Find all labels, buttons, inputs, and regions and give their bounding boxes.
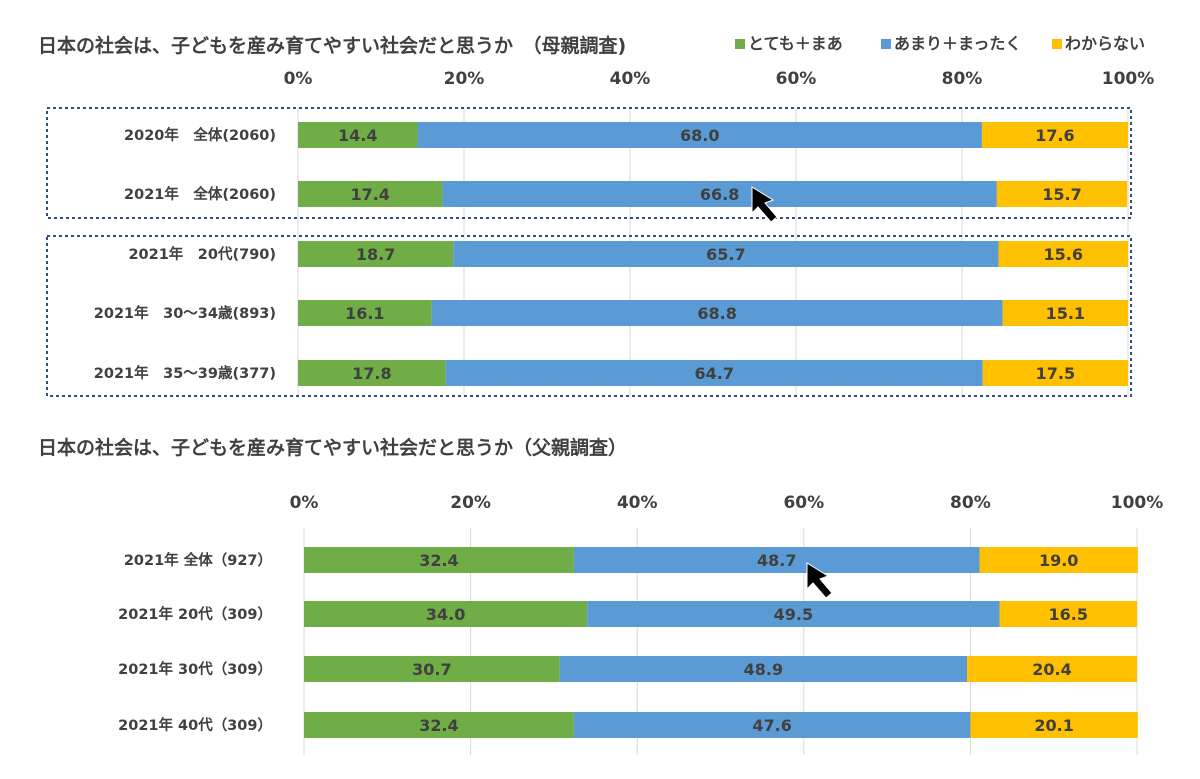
category-label: 2021年 全体(2060) (124, 185, 276, 203)
x-tick-label: 40% (617, 493, 658, 513)
data-label: 17.8 (352, 364, 391, 383)
data-label: 15.6 (1044, 245, 1083, 264)
data-label: 30.7 (412, 660, 451, 679)
category-labels: 2020年 全体(2060) 2021年 全体(2060) 2021年 20代(79… (94, 126, 276, 382)
data-label: 16.1 (345, 304, 384, 323)
bar-segment (298, 122, 418, 148)
category-label: 2021年 20代（309） (118, 605, 272, 623)
mouse-cursor-icon (806, 562, 833, 599)
x-axis-ticks: 0% 20% 40% 60% 80% 100% (290, 493, 1164, 513)
bar-segment (431, 300, 1003, 326)
bar-segment (982, 360, 1128, 386)
data-label: 20.4 (1032, 660, 1071, 679)
bar-segment (981, 122, 1128, 148)
category-label: 2021年 35～39歳(377) (94, 364, 276, 382)
data-label: 32.4 (419, 551, 458, 570)
bar-segment (979, 547, 1138, 573)
legend-swatch (881, 39, 891, 49)
bar-segment (573, 547, 980, 573)
data-label: 48.9 (744, 660, 783, 679)
bar-segment (298, 241, 454, 267)
data-label: 20.1 (1034, 716, 1073, 735)
bar-segment (445, 360, 983, 386)
legend-label: わからない (1065, 34, 1145, 53)
data-label: 18.7 (356, 245, 395, 264)
mouse-cursor-icon (751, 186, 778, 223)
data-label: 68.0 (680, 126, 719, 145)
data-label: 64.7 (695, 364, 734, 383)
x-tick-label: 100% (1111, 493, 1164, 513)
data-label: 16.5 (1049, 605, 1088, 624)
bar-segment (298, 300, 432, 326)
x-tick-label: 20% (450, 493, 491, 513)
x-axis-ticks: 0% 20% 40% 60% 80% 100% (284, 69, 1155, 89)
x-tick-label: 0% (290, 493, 319, 513)
data-label: 68.8 (697, 304, 736, 323)
legend-swatch (1052, 39, 1062, 49)
group-box-total (46, 107, 1132, 219)
bar-segment (304, 712, 574, 738)
x-tick-label: 20% (444, 69, 485, 89)
legend: とても＋まあ あまり＋まったく わからない (735, 34, 1145, 53)
legend-label: あまり＋まったく (894, 34, 1021, 53)
legend-label: とても＋まあ (748, 34, 843, 53)
x-tick-label: 40% (610, 69, 651, 89)
x-tick-label: 0% (284, 69, 313, 89)
data-label: 15.1 (1046, 304, 1085, 323)
bar-segment (304, 656, 560, 682)
data-label: 14.4 (338, 126, 377, 145)
group-box-age (46, 235, 1132, 397)
data-label: 17.4 (350, 185, 389, 204)
category-label: 2020年 全体(2060) (124, 126, 276, 144)
chart-title-mother: 日本の社会は、子どもを産み育てやすい社会だと思うか （母親調査) (38, 34, 626, 57)
data-label: 17.5 (1036, 364, 1075, 383)
bar-segment (304, 547, 574, 573)
data-label: 65.7 (706, 245, 745, 264)
data-label: 47.6 (752, 716, 791, 735)
category-label: 2021年 20代(790) (128, 245, 276, 263)
bars: 14.4 68.0 17.6 17.4 66.8 15.7 18.7 65.7 15.6 16.1… (298, 122, 1128, 386)
data-label: 15.7 (1042, 185, 1081, 204)
x-tick-label: 80% (942, 69, 983, 89)
chart-title-father: 日本の社会は、子どもを産み育てやすい社会だと思うか（父親調査） (38, 436, 627, 459)
legend-swatch (735, 39, 745, 49)
mother-survey-chart: 日本の社会は、子どもを産み育てやすい社会だと思うか （母親調査) とても＋まあ あ… (38, 34, 1154, 398)
bar-segment (999, 601, 1137, 627)
bar-segment (298, 181, 443, 207)
bar-segment (453, 241, 999, 267)
x-tick-label: 100% (1102, 69, 1155, 89)
bar-segment (587, 601, 1000, 627)
x-tick-label: 80% (950, 493, 991, 513)
data-label: 19.0 (1039, 551, 1078, 570)
bar-segment (967, 656, 1137, 682)
data-label: 48.7 (757, 551, 796, 570)
bar-segment (1002, 300, 1128, 326)
bar-segment (304, 601, 588, 627)
data-label: 49.5 (774, 605, 813, 624)
category-label: 2021年 40代（309） (118, 716, 272, 734)
bar-segment (998, 241, 1128, 267)
data-label: 32.4 (419, 716, 458, 735)
data-label: 66.8 (700, 185, 739, 204)
bar-segment (559, 656, 968, 682)
bar-segment (573, 712, 971, 738)
x-tick-label: 60% (783, 493, 824, 513)
category-label: 2021年 全体（927） (124, 551, 272, 569)
category-label: 2021年 30～34歳(893) (94, 304, 276, 322)
bars: 32.4 48.7 19.0 34.0 49.5 16.5 30.7 48.9 20.4 32.4… (304, 547, 1138, 738)
bar-segment (970, 712, 1138, 738)
category-label: 2021年 30代（309） (118, 660, 272, 678)
bar-segment (417, 122, 982, 148)
data-label: 17.6 (1035, 126, 1074, 145)
x-tick-label: 60% (776, 69, 817, 89)
data-label: 34.0 (426, 605, 465, 624)
category-labels: 2021年 全体（927） 2021年 20代（309） 2021年 30代（309… (118, 551, 272, 734)
bar-segment (298, 360, 446, 386)
father-survey-chart: 日本の社会は、子どもを産み育てやすい社会だと思うか（父親調査） 0% 20% 40%… (38, 436, 1163, 755)
bar-segment (442, 181, 997, 207)
bar-segment (996, 181, 1128, 207)
